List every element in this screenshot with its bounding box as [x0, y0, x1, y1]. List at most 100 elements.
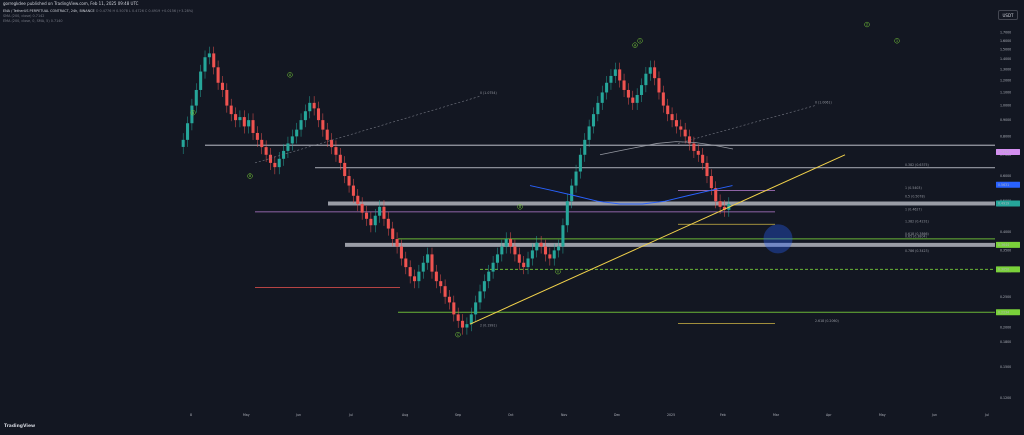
candle-body	[591, 114, 596, 127]
x-tick-label: Jun	[931, 413, 937, 417]
candle-body	[509, 239, 513, 247]
x-tick-label: 8	[190, 413, 192, 417]
wave-label: C	[457, 333, 460, 337]
wave-label: 2	[866, 23, 868, 27]
candle-body	[718, 201, 722, 207]
candle-body	[364, 212, 369, 219]
candle-body	[382, 206, 386, 219]
wave-label: A	[634, 43, 637, 47]
candle-body	[679, 126, 683, 130]
candle-body	[194, 89, 198, 106]
candle-body	[234, 114, 238, 121]
wave-label: 1	[896, 39, 898, 43]
ema-line	[529, 185, 733, 205]
y-tick-label: 0.6000	[1000, 174, 1011, 178]
candle-body	[596, 102, 600, 115]
candle-body	[299, 120, 303, 130]
candle-body	[264, 147, 268, 155]
top-bar: gorregkdee published on TradingView.com,…	[0, 0, 1024, 8]
wave-marker	[555, 268, 561, 275]
x-tick-label: Apr	[826, 413, 832, 417]
candle-body	[705, 162, 709, 177]
candle-body	[648, 67, 652, 74]
fib-label: 1.382 (0.4231)	[905, 220, 929, 224]
wave-label: B	[519, 205, 521, 209]
candle-body	[618, 69, 622, 81]
candle-body	[653, 67, 657, 79]
candle-body	[439, 281, 443, 287]
candle-body	[600, 92, 604, 103]
candle-body	[273, 162, 277, 168]
candle-body	[286, 143, 290, 151]
wave-label: B	[192, 111, 194, 115]
candle-body	[356, 195, 360, 204]
candle-body	[574, 171, 578, 186]
currency-badge[interactable]: USDT	[998, 10, 1018, 20]
y-tick-label: 0.1500	[1000, 365, 1011, 369]
candle-body	[565, 201, 569, 226]
price-label-box	[996, 149, 1020, 156]
ohlc-values: O 0.4776 H 0.5078 L 0.4726 C 0.4919 +0.0…	[95, 9, 194, 13]
trendline	[469, 154, 846, 325]
x-tick-label: May	[879, 413, 886, 417]
candle-body	[312, 102, 316, 109]
wave-marker	[247, 173, 253, 179]
y-tick-label: 0.8000	[1000, 134, 1011, 138]
candle-body	[674, 120, 678, 127]
candle-body	[330, 139, 334, 148]
candle-body	[373, 215, 377, 226]
candle-body	[316, 108, 321, 121]
candle-body	[220, 82, 224, 90]
candle-body	[491, 262, 495, 272]
price-label-text: 0.7142	[998, 150, 1009, 154]
y-tick-label: 0.2000	[1000, 326, 1011, 330]
candle-body	[478, 291, 482, 303]
candle-body	[260, 139, 264, 148]
candle-body	[430, 254, 434, 272]
price-label-text: 0.5631	[998, 183, 1009, 187]
price-label-box	[996, 181, 1020, 188]
candle-body	[212, 53, 216, 68]
candle-body	[343, 162, 347, 177]
price-chart[interactable]: 1.7000 1.6000 1.5000 1.4000 1.3000 1.2000 1.10…	[0, 0, 1024, 419]
x-tick-label: 2025	[667, 413, 675, 417]
candle-body	[482, 281, 486, 292]
candle-body	[399, 246, 403, 259]
candle-body	[504, 239, 508, 247]
candle-body	[413, 276, 417, 282]
candle-body	[229, 105, 233, 115]
ema-legend[interactable]: EMA (200, close, 0, SMA, 5) 0.7140	[3, 19, 63, 23]
candle-body	[543, 246, 548, 255]
candle-body	[570, 185, 574, 202]
tradingview-logo: TradingView	[4, 424, 36, 429]
y-tick-label: 1.5000	[1000, 48, 1011, 52]
wave-marker	[190, 110, 196, 116]
candle-body	[338, 154, 342, 163]
candle-body	[522, 262, 526, 268]
candle-body	[622, 80, 626, 90]
candle-body	[408, 267, 412, 277]
wave-marker	[455, 331, 461, 338]
candle-body	[583, 139, 587, 155]
fib-label: 0.618 (0.3866)	[905, 232, 929, 236]
wave-label: Y	[557, 270, 559, 274]
fib-label: 1 (0.4627)	[905, 207, 922, 211]
candle-body	[255, 132, 259, 140]
x-tick-label: Jun	[295, 413, 301, 417]
candle-body	[631, 97, 635, 103]
candle-body	[626, 89, 630, 98]
price-label-text: 0.3644	[998, 243, 1009, 247]
symbol-line[interactable]: ENA / TetherUS PERPETUAL CONTRACT, 24h, …	[3, 9, 194, 13]
candle-body	[517, 254, 521, 263]
candle-body	[701, 154, 705, 163]
candle-body	[203, 57, 207, 72]
sma-line	[599, 141, 734, 156]
price-label-box	[996, 241, 1020, 248]
wave-marker	[517, 204, 523, 210]
x-tick-label: Dec	[614, 413, 620, 417]
y-tick-label: 0.9000	[1000, 118, 1011, 122]
sma-legend[interactable]: SMA (200, close) 0.7142	[3, 14, 45, 18]
candle-body	[670, 114, 674, 121]
candle-body	[722, 206, 726, 210]
target-circle	[763, 224, 793, 254]
